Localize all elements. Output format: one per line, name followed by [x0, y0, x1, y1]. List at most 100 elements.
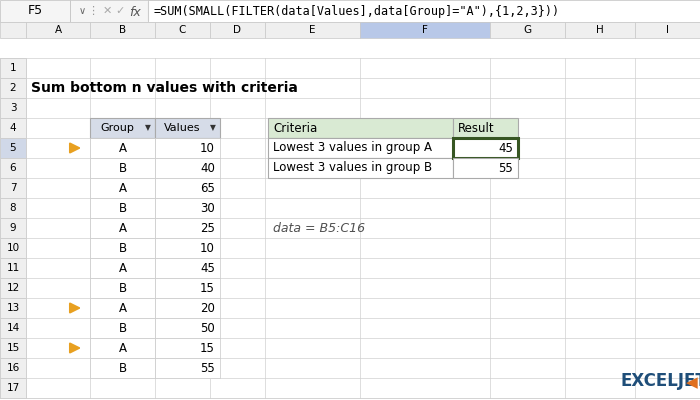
Bar [26, 22, 90, 38]
Bar [453, 138, 518, 158]
Bar [90, 158, 155, 178]
Text: 3: 3 [10, 103, 16, 113]
Text: F5: F5 [27, 4, 43, 18]
Bar [155, 178, 220, 198]
Text: =SUM(SMALL(FILTER(data[Values],data[Group]="A"),{1,2,3})): =SUM(SMALL(FILTER(data[Values],data[Grou… [153, 4, 559, 18]
Bar [155, 238, 220, 258]
Text: B: B [118, 322, 127, 334]
Text: 9: 9 [10, 223, 16, 233]
Text: 65: 65 [200, 182, 215, 194]
Bar [0, 278, 26, 298]
Text: 2: 2 [10, 83, 16, 93]
Text: ◀: ◀ [686, 375, 698, 390]
Text: B: B [118, 162, 127, 174]
Text: 30: 30 [200, 202, 215, 214]
Text: B: B [118, 242, 127, 254]
Text: F: F [422, 25, 428, 35]
Text: 4: 4 [10, 123, 16, 133]
Text: 45: 45 [200, 262, 215, 274]
Text: 7: 7 [10, 183, 16, 193]
Text: 17: 17 [6, 383, 20, 393]
Bar [90, 338, 155, 358]
Text: E: E [309, 25, 316, 35]
Bar [155, 298, 220, 318]
Text: 8: 8 [10, 203, 16, 213]
Bar [565, 22, 635, 38]
Bar [0, 158, 26, 178]
Bar [0, 378, 26, 398]
Text: G: G [524, 25, 531, 35]
Text: 1: 1 [10, 63, 16, 73]
Bar [0, 78, 26, 98]
Bar [0, 238, 26, 258]
Text: 12: 12 [6, 283, 20, 293]
Text: ▼: ▼ [210, 124, 216, 132]
Bar [360, 22, 490, 38]
Text: Criteria: Criteria [273, 122, 317, 134]
Text: ⋮: ⋮ [88, 6, 99, 16]
Bar [155, 258, 220, 278]
Text: B: B [119, 25, 126, 35]
Text: EXCELJET: EXCELJET [620, 372, 700, 390]
Text: 13: 13 [6, 303, 20, 313]
Text: A: A [118, 142, 127, 154]
Text: 14: 14 [6, 323, 20, 333]
Text: ✕: ✕ [102, 6, 112, 16]
Bar [90, 218, 155, 238]
Text: 10: 10 [200, 142, 215, 154]
Bar [155, 338, 220, 358]
Text: ✓: ✓ [116, 6, 125, 16]
Bar [0, 0, 70, 22]
Text: A: A [118, 302, 127, 314]
Bar [90, 138, 155, 158]
Bar [265, 22, 360, 38]
Text: 5: 5 [10, 143, 16, 153]
Text: 10: 10 [6, 243, 20, 253]
Bar [155, 278, 220, 298]
Text: B: B [118, 202, 127, 214]
Text: Result: Result [458, 122, 495, 134]
Text: 40: 40 [200, 162, 215, 174]
Bar [0, 58, 26, 78]
Bar [90, 318, 155, 338]
Bar [90, 178, 155, 198]
Bar [70, 0, 175, 22]
Bar [0, 138, 26, 158]
Text: 10: 10 [200, 242, 215, 254]
Bar [0, 298, 26, 318]
Text: Sum bottom n values with criteria: Sum bottom n values with criteria [31, 81, 298, 95]
Bar [490, 22, 565, 38]
Bar [453, 118, 518, 138]
Bar [0, 22, 26, 38]
Bar [155, 198, 220, 218]
Bar [90, 238, 155, 258]
Bar [0, 258, 26, 278]
Bar [155, 158, 220, 178]
Text: A: A [118, 182, 127, 194]
Text: Lowest 3 values in group A: Lowest 3 values in group A [273, 142, 432, 154]
Text: 25: 25 [200, 222, 215, 234]
Text: B: B [118, 282, 127, 294]
Bar [155, 118, 220, 138]
Text: ▼: ▼ [145, 124, 151, 132]
Bar [155, 138, 220, 158]
Bar [155, 218, 220, 238]
Bar [635, 22, 700, 38]
Bar [0, 358, 26, 378]
Bar [90, 358, 155, 378]
Text: Group: Group [101, 123, 134, 133]
Bar [155, 22, 210, 38]
Text: 16: 16 [6, 363, 20, 373]
Text: H: H [596, 25, 604, 35]
Bar [268, 138, 453, 158]
Text: ∨: ∨ [78, 6, 85, 16]
Text: 6: 6 [10, 163, 16, 173]
Text: 15: 15 [200, 282, 215, 294]
Text: 20: 20 [200, 302, 215, 314]
Bar [0, 218, 26, 238]
Text: 55: 55 [200, 362, 215, 374]
Text: 15: 15 [200, 342, 215, 354]
Bar [268, 118, 453, 138]
Bar [26, 58, 700, 398]
Bar [155, 358, 220, 378]
